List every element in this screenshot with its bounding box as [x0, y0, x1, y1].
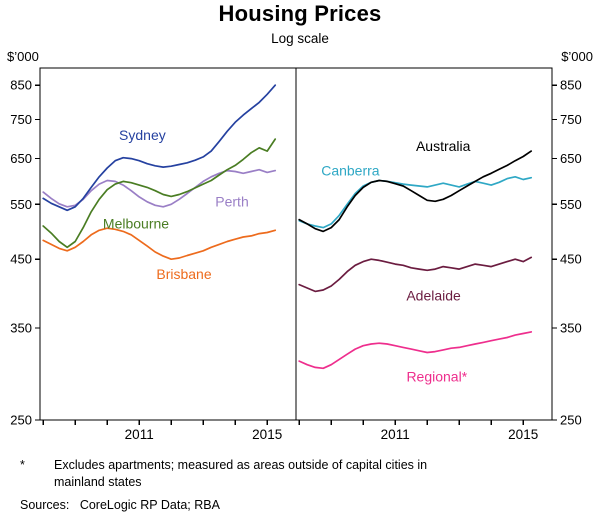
series-line-sydney: [42, 84, 277, 212]
sources-value: CoreLogic RP Data; RBA: [79, 498, 220, 512]
y-tick-label-right: 850: [560, 78, 582, 93]
y-axis-unit-right: $’000: [561, 49, 593, 64]
y-tick-label-right: 250: [560, 413, 582, 428]
chart-title: Housing Prices: [218, 1, 382, 26]
series-line-melbourne: [42, 138, 277, 249]
series-label-perth: Perth: [215, 193, 248, 209]
footnote-text: Excludes apartments; measured as areas o…: [54, 458, 428, 489]
series-label-melbourne: Melbourne: [103, 215, 169, 231]
y-tick-label-left: 450: [10, 252, 32, 267]
y-tick-label-left: 550: [10, 197, 32, 212]
series-line-regional: [298, 331, 533, 370]
series-label-sydney: Sydney: [119, 127, 166, 143]
chart-subtitle: Log scale: [271, 31, 329, 46]
y-tick-label-left: 250: [10, 413, 32, 428]
y-tick-label-right: 750: [560, 112, 582, 127]
series-line-adelaide: [298, 256, 533, 293]
y-axis-unit-left: $’000: [7, 49, 39, 64]
y-tick-label-right: 350: [560, 320, 582, 335]
series-label-regional: Regional*: [406, 369, 467, 385]
y-tick-label-right: 550: [560, 197, 582, 212]
y-tick-label-left: 750: [10, 112, 32, 127]
footnote: * Excludes apartments; measured as areas…: [20, 457, 460, 490]
sources-label: Sources:: [20, 498, 70, 512]
series-label-australia: Australia: [416, 138, 471, 154]
x-tick-label: 2011: [381, 427, 410, 442]
x-tick-label: 2015: [508, 427, 538, 442]
plot-area: 250 250 350 350 450 450 550 550 650 650 750 750 850 8…: [10, 67, 582, 442]
series-label-brisbane: Brisbane: [156, 266, 211, 282]
series-line-canberra: [298, 175, 533, 229]
series-label-adelaide: Adelaide: [406, 288, 461, 304]
sources: Sources: CoreLogic RP Data; RBA: [20, 498, 220, 512]
series-line-brisbane: [42, 227, 277, 261]
x-tick-label: 2015: [252, 427, 282, 442]
y-tick-label-left: 850: [10, 78, 32, 93]
y-tick-label-right: 650: [560, 151, 582, 166]
x-tick-label: 2011: [125, 427, 154, 442]
y-tick-label-right: 450: [560, 252, 582, 267]
y-tick-label-left: 650: [10, 151, 32, 166]
series-line-australia: [298, 150, 533, 233]
y-tick-label-left: 350: [10, 320, 32, 335]
series-label-canberra: Canberra: [321, 163, 380, 179]
footnote-symbol: *: [20, 458, 25, 472]
